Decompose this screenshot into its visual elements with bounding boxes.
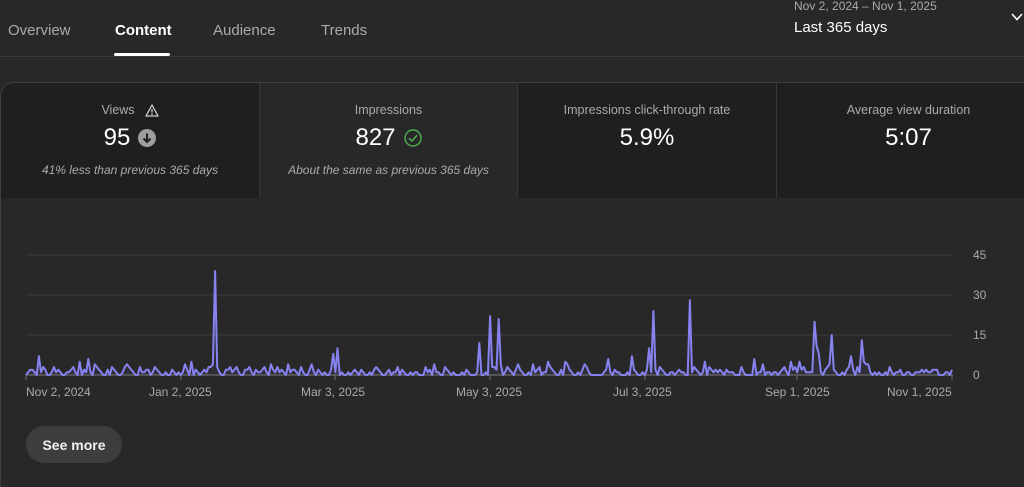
chevron-down-icon bbox=[1011, 13, 1023, 21]
metric-comparison-note: 41% less than previous 365 days bbox=[41, 163, 219, 177]
metric-card-views[interactable]: Views 95 41% less than previous 365 days bbox=[1, 83, 260, 198]
tab-overview[interactable]: Overview bbox=[8, 22, 71, 39]
tab-content[interactable]: Content bbox=[115, 22, 172, 39]
check-circle-icon bbox=[403, 129, 422, 147]
metric-cards: Views 95 41% less than previous 365 days bbox=[1, 83, 1024, 198]
metric-label: Impressions click-through rate bbox=[563, 103, 731, 117]
date-range-label: Last 365 days bbox=[794, 19, 888, 36]
metric-card-avg-view-duration[interactable]: Average view duration 5:07 bbox=[777, 83, 1024, 198]
metric-label: Impressions bbox=[354, 103, 423, 117]
warning-icon[interactable] bbox=[144, 103, 159, 117]
tab-bar: Overview Content Audience Trends bbox=[0, 0, 1024, 57]
metric-value: 5.9% bbox=[619, 124, 675, 151]
tab-trends[interactable]: Trends bbox=[321, 22, 368, 39]
metric-label: Average view duration bbox=[846, 103, 971, 117]
metric-card-ctr[interactable]: Impressions click-through rate 5.9% bbox=[518, 83, 777, 198]
arrow-down-circle-icon bbox=[138, 129, 157, 147]
analytics-panel: Views 95 41% less than previous 365 days bbox=[0, 82, 1024, 487]
tab-audience[interactable]: Audience bbox=[213, 22, 276, 39]
date-range-dates: Nov 2, 2024 – Nov 1, 2025 bbox=[794, 0, 937, 13]
date-range-selector[interactable]: Nov 2, 2024 – Nov 1, 2025 Last 365 days bbox=[794, 0, 1024, 50]
see-more-button[interactable]: See more bbox=[26, 426, 122, 463]
metric-value: 827 bbox=[355, 124, 396, 151]
active-tab-indicator bbox=[114, 53, 170, 56]
metric-card-impressions[interactable]: Impressions 827 About the same as previo… bbox=[260, 83, 518, 198]
metric-comparison-note: About the same as previous 365 days bbox=[288, 163, 489, 177]
metric-value: 95 bbox=[103, 124, 131, 151]
metric-label: Views bbox=[101, 103, 135, 117]
metric-value: 5:07 bbox=[885, 124, 932, 151]
